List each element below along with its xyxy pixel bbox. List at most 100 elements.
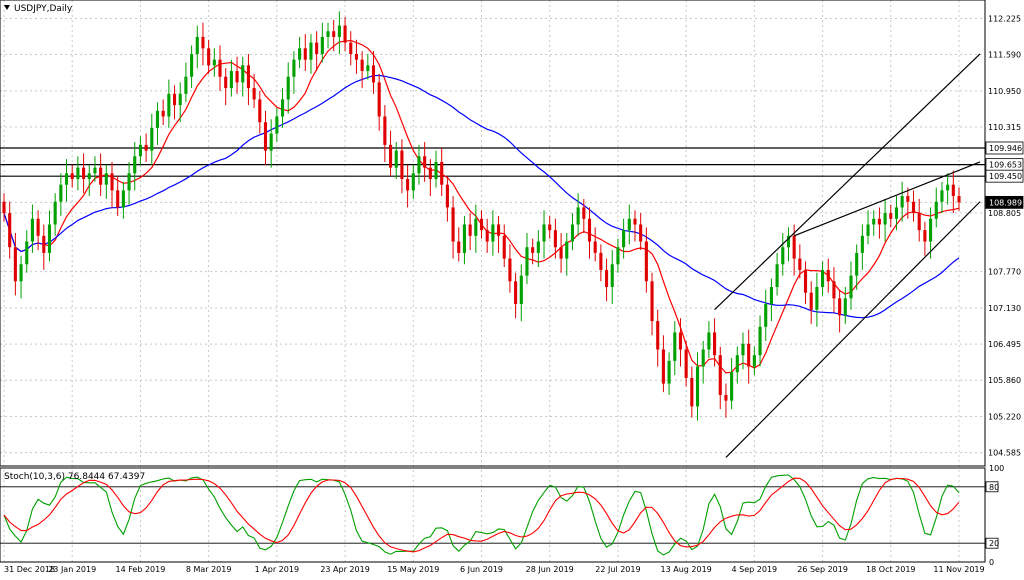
stoch-main-line — [3, 474, 960, 556]
candle-body — [235, 71, 239, 83]
candle-body — [855, 252, 859, 276]
candle-body — [2, 201, 6, 214]
price-level-box — [985, 169, 1024, 183]
candle-body — [946, 184, 950, 191]
candle-body — [542, 224, 546, 242]
candle-body — [906, 196, 910, 202]
candle-body — [298, 48, 302, 60]
candle-body — [201, 36, 205, 49]
candle-body — [764, 304, 768, 327]
candle-body — [252, 88, 256, 100]
candle-body — [951, 184, 955, 197]
price-level-label: 108.989 — [989, 198, 1022, 207]
candle-body — [93, 167, 97, 174]
candle-body — [843, 298, 847, 316]
candle-body — [656, 321, 660, 350]
candle-body — [883, 213, 887, 225]
candle-body — [860, 235, 864, 253]
price-level-label: 109.653 — [989, 161, 1022, 170]
x-tick-label: 23 Apr 2019 — [320, 565, 369, 574]
candle-body — [36, 218, 40, 236]
candle-body — [406, 179, 410, 191]
candle-body — [184, 76, 188, 94]
candle-body — [570, 224, 575, 242]
candle-body — [593, 241, 597, 253]
candle-body — [161, 110, 165, 117]
menu-triangle-icon[interactable] — [4, 5, 10, 10]
candle-body — [622, 230, 626, 248]
price-level-label: 109.450 — [989, 172, 1022, 181]
candle-body — [280, 99, 285, 117]
y-tick-label: 107.770 — [988, 268, 1021, 277]
candle-body — [894, 207, 899, 219]
stoch-panel-border — [0, 467, 986, 563]
candle-body — [929, 218, 933, 242]
candle-body — [826, 269, 830, 282]
stochastic-lines — [3, 474, 960, 556]
candle-body — [241, 65, 245, 83]
candle-body — [673, 332, 677, 361]
candle-body — [502, 235, 506, 259]
candle-body — [582, 207, 586, 219]
y-tick-label: 105.220 — [988, 413, 1021, 422]
candle-body — [923, 230, 927, 242]
candle-body — [661, 349, 665, 384]
candle-body — [326, 31, 330, 37]
candle-body — [815, 286, 819, 310]
candle-body — [121, 190, 125, 208]
candle-body — [87, 173, 91, 180]
candle-body — [110, 173, 114, 191]
candle-body — [639, 224, 643, 242]
x-tick-label: 23 Jan 2019 — [48, 565, 96, 574]
candle-body — [434, 161, 438, 180]
candle-body — [730, 372, 734, 401]
candle-body — [457, 241, 461, 253]
candle-body — [718, 355, 722, 395]
candle-body — [633, 218, 637, 225]
price-level-box — [985, 195, 1024, 209]
candle-body — [940, 190, 944, 202]
candle-body — [605, 269, 609, 287]
candle-body — [190, 53, 194, 77]
candle-body — [957, 196, 961, 203]
candle-body — [695, 366, 700, 407]
candle-body — [587, 218, 592, 242]
main-panel-border — [0, 0, 986, 467]
stoch-tick-label: 100 — [989, 464, 1004, 473]
y-tick-label: 110.950 — [988, 87, 1021, 96]
candle-body — [371, 65, 376, 83]
price-level-box — [985, 141, 1024, 155]
x-tick-label: 15 May 2019 — [387, 565, 439, 574]
candle-body — [218, 59, 222, 77]
stoch-signal-line — [3, 477, 960, 553]
candle-body — [741, 343, 745, 356]
candle-body — [59, 184, 63, 202]
candle-body — [99, 167, 103, 185]
x-tick-label: 8 Mar 2019 — [186, 565, 232, 574]
candle-body — [724, 394, 728, 401]
x-tick-label: 28 Jun 2019 — [526, 565, 574, 574]
x-tick-label: 18 Oct 2019 — [866, 565, 915, 574]
axis-labels: 112.225 111.590 110.950 110.315 108.805 107.7… — [4, 14, 1021, 574]
candle-body — [667, 360, 671, 384]
candle-body — [798, 258, 802, 270]
candle-body — [42, 235, 46, 253]
candle-body — [423, 156, 427, 168]
candle-body — [752, 355, 756, 367]
candle-body — [64, 173, 69, 185]
candle-body — [616, 247, 620, 265]
candle-body — [82, 167, 86, 180]
candle-body — [479, 218, 484, 231]
candle-body — [76, 167, 80, 180]
candle-body — [337, 25, 341, 37]
candle-body — [332, 31, 336, 37]
candle-body — [263, 122, 268, 151]
y-tick-label: 110.315 — [988, 123, 1021, 132]
trendlines — [714, 53, 981, 458]
stoch-grid: 100 80 20 0 — [0, 464, 1004, 567]
candle-body — [383, 116, 387, 145]
stoch-tick-label: 80 — [989, 483, 999, 492]
candle-body — [30, 218, 34, 242]
candle-body — [394, 150, 398, 168]
candle-body — [178, 93, 182, 106]
